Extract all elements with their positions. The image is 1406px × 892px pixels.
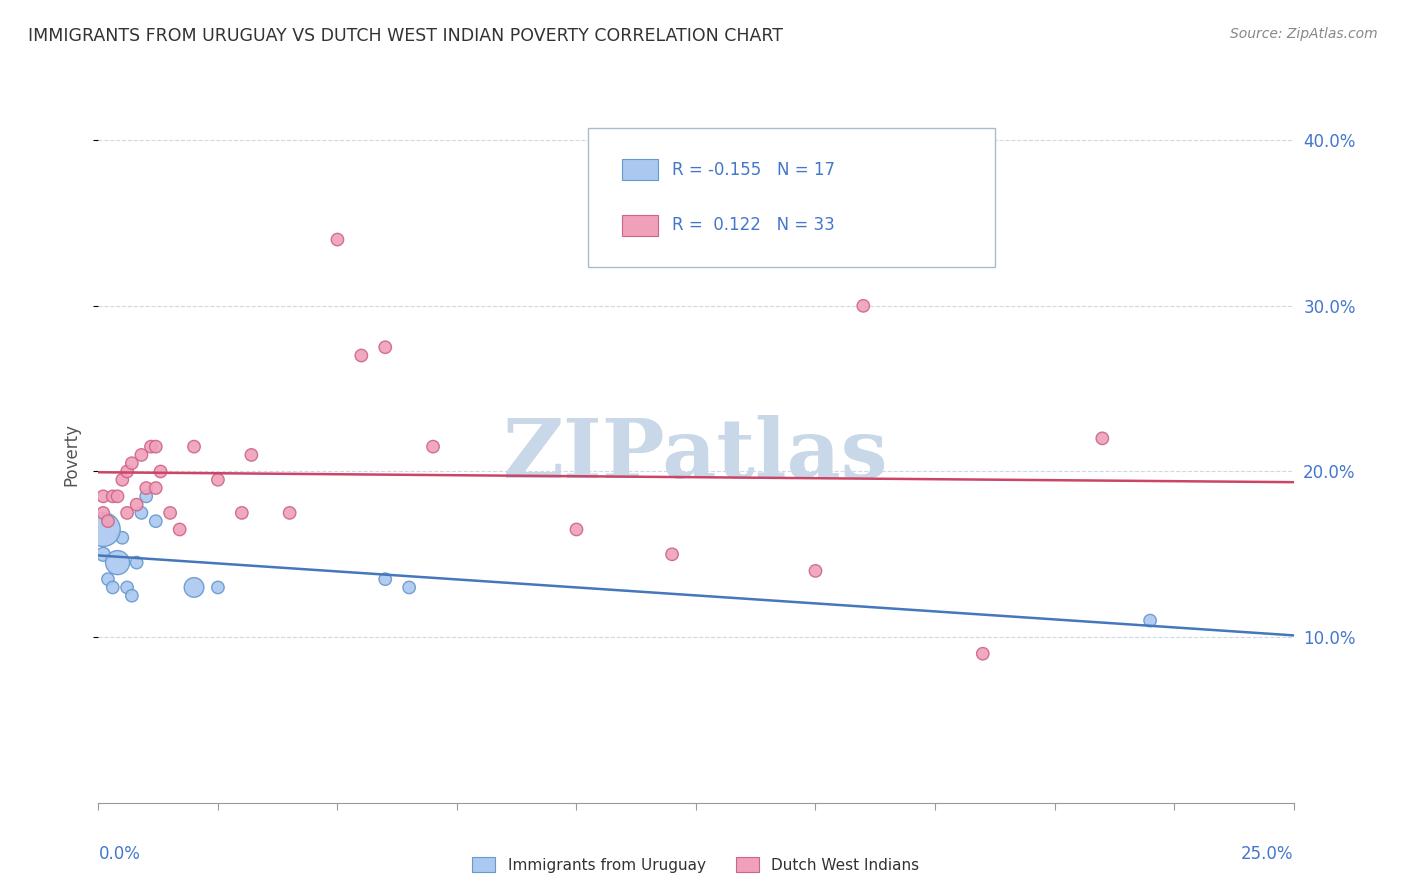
Point	[169, 523, 191, 537]
Point	[111, 473, 134, 487]
Point	[278, 506, 301, 520]
Point	[125, 498, 148, 512]
Point	[115, 465, 138, 479]
Legend: Immigrants from Uruguay, Dutch West Indians: Immigrants from Uruguay, Dutch West Indi…	[467, 850, 925, 879]
Point	[101, 489, 124, 503]
Point	[145, 440, 167, 454]
Point	[107, 556, 129, 570]
Point	[101, 581, 124, 595]
Text: R =  0.122   N = 33: R = 0.122 N = 33	[672, 217, 835, 235]
Point	[240, 448, 263, 462]
Point	[97, 572, 120, 586]
Y-axis label: Poverty: Poverty	[62, 424, 80, 486]
Point	[398, 581, 420, 595]
Point	[972, 647, 994, 661]
Point	[804, 564, 827, 578]
Point	[1091, 431, 1114, 445]
FancyBboxPatch shape	[621, 215, 658, 235]
Point	[125, 556, 148, 570]
Point	[91, 506, 114, 520]
Point	[852, 299, 875, 313]
Text: R = -0.155   N = 17: R = -0.155 N = 17	[672, 161, 835, 178]
Point	[115, 581, 138, 595]
Point	[91, 523, 114, 537]
Text: 25.0%: 25.0%	[1241, 845, 1294, 863]
Point	[91, 489, 114, 503]
Text: 0.0%: 0.0%	[98, 845, 141, 863]
Point	[97, 514, 120, 528]
Point	[661, 547, 683, 561]
Point	[149, 465, 172, 479]
Point	[145, 514, 167, 528]
Point	[374, 340, 396, 354]
Point	[374, 572, 396, 586]
Point	[326, 233, 349, 247]
Point	[139, 440, 162, 454]
Point	[107, 489, 129, 503]
Point	[145, 481, 167, 495]
Point	[422, 440, 444, 454]
Point	[121, 456, 143, 470]
Point	[350, 349, 373, 363]
Point	[131, 448, 153, 462]
Point	[183, 581, 205, 595]
Point	[111, 531, 134, 545]
Point	[207, 473, 229, 487]
Point	[135, 489, 157, 503]
Point	[1139, 614, 1161, 628]
FancyBboxPatch shape	[588, 128, 995, 267]
Point	[565, 523, 588, 537]
Point	[91, 547, 114, 561]
FancyBboxPatch shape	[621, 159, 658, 180]
Point	[159, 506, 181, 520]
Point	[183, 440, 205, 454]
Text: Source: ZipAtlas.com: Source: ZipAtlas.com	[1230, 27, 1378, 41]
Point	[115, 506, 138, 520]
Point	[135, 481, 157, 495]
Point	[231, 506, 253, 520]
Point	[121, 589, 143, 603]
Text: ZIPatlas: ZIPatlas	[503, 415, 889, 495]
Text: IMMIGRANTS FROM URUGUAY VS DUTCH WEST INDIAN POVERTY CORRELATION CHART: IMMIGRANTS FROM URUGUAY VS DUTCH WEST IN…	[28, 27, 783, 45]
Point	[131, 506, 153, 520]
Point	[207, 581, 229, 595]
